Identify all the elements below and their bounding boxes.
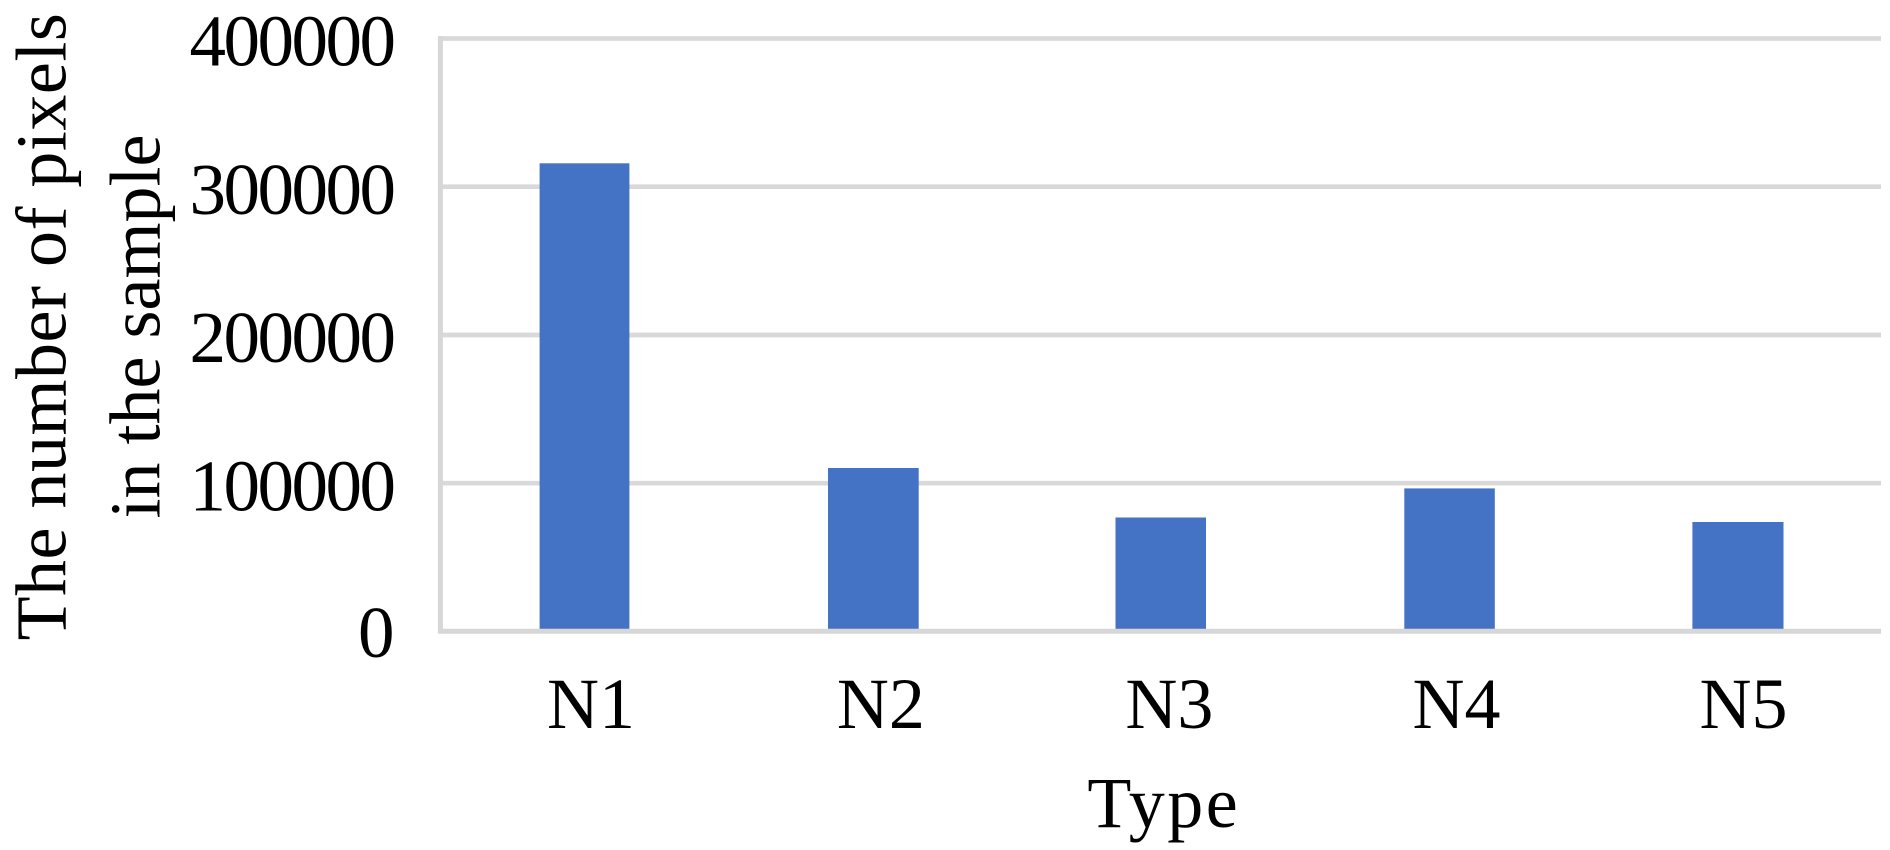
svg-text:200000: 200000: [190, 297, 394, 378]
svg-text:0: 0: [358, 592, 395, 673]
svg-text:Type: Type: [1087, 763, 1240, 843]
svg-text:N2: N2: [837, 664, 925, 744]
svg-text:400000: 400000: [190, 1, 394, 82]
svg-text:in the sample: in the sample: [95, 135, 175, 519]
svg-text:N5: N5: [1700, 664, 1788, 744]
svg-text:300000: 300000: [190, 149, 394, 230]
svg-text:100000: 100000: [190, 445, 394, 526]
svg-text:N1: N1: [547, 664, 635, 744]
svg-text:N4: N4: [1413, 664, 1501, 744]
svg-text:The number of pixels: The number of pixels: [1, 13, 81, 641]
svg-text:N3: N3: [1125, 664, 1213, 744]
